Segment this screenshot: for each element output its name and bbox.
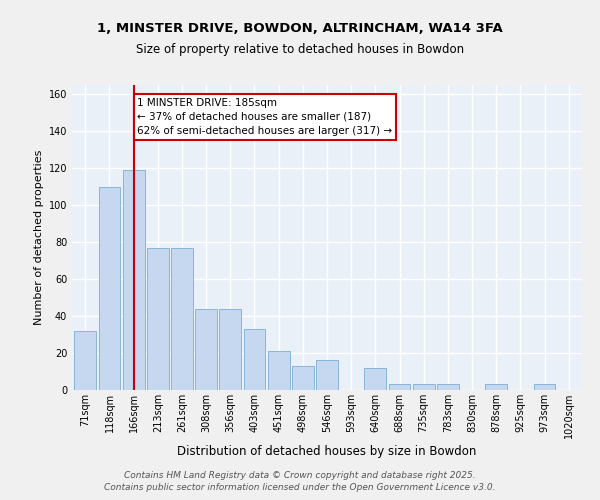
X-axis label: Distribution of detached houses by size in Bowdon: Distribution of detached houses by size … [178,445,476,458]
Bar [292,366,314,390]
Bar [413,384,434,390]
Text: 1, MINSTER DRIVE, BOWDON, ALTRINCHAM, WA14 3FA: 1, MINSTER DRIVE, BOWDON, ALTRINCHAM, WA… [97,22,503,36]
Bar [195,308,217,390]
Bar [389,384,410,390]
Bar [123,170,145,390]
Bar [364,368,386,390]
Bar [220,308,241,390]
Bar [74,331,96,390]
Bar [485,384,507,390]
Text: Contains HM Land Registry data © Crown copyright and database right 2025.
Contai: Contains HM Land Registry data © Crown c… [104,471,496,492]
Y-axis label: Number of detached properties: Number of detached properties [34,150,44,325]
Bar [533,384,556,390]
Bar [98,186,121,390]
Text: Size of property relative to detached houses in Bowdon: Size of property relative to detached ho… [136,42,464,56]
Bar [244,329,265,390]
Text: 1 MINSTER DRIVE: 185sqm
← 37% of detached houses are smaller (187)
62% of semi-d: 1 MINSTER DRIVE: 185sqm ← 37% of detache… [137,98,392,136]
Bar [316,360,338,390]
Bar [437,384,459,390]
Bar [268,351,290,390]
Bar [171,248,193,390]
Bar [147,248,169,390]
